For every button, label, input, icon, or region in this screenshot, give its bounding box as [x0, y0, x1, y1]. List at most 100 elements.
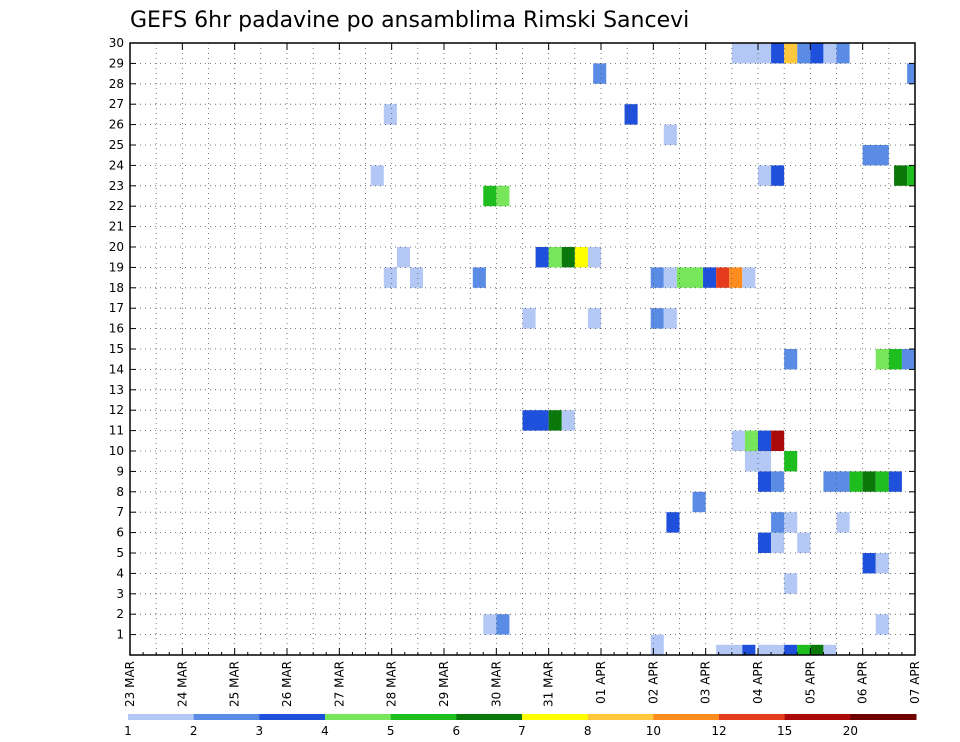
precip-cell [548, 247, 562, 268]
precip-cell [587, 247, 601, 268]
y-tick-label: 8 [116, 485, 124, 499]
precip-cell [797, 43, 811, 64]
precip-cell [742, 644, 756, 655]
precip-cell [496, 614, 510, 635]
precip-cell [901, 349, 915, 370]
colorbar-label: 15 [777, 724, 792, 738]
x-tick-label: 30 MAR [489, 661, 503, 707]
colorbar-segment [325, 714, 392, 720]
precip-cell [771, 471, 785, 492]
y-tick-label: 22 [109, 199, 124, 213]
precip-cell [784, 43, 798, 64]
precip-cell [692, 491, 706, 513]
x-tick-label: 26 MAR [280, 661, 294, 707]
precip-cell [784, 644, 798, 655]
precip-cell [771, 512, 785, 533]
colorbar-segment [390, 714, 457, 720]
precip-cell [676, 267, 704, 288]
precip-cell [758, 532, 772, 553]
y-tick-label: 2 [116, 607, 124, 621]
y-tick-label: 5 [116, 546, 124, 560]
y-tick-label: 24 [109, 158, 124, 172]
y-tick-label: 25 [109, 138, 124, 152]
precip-cell [744, 430, 758, 451]
precip-cell [666, 512, 680, 533]
colorbar-label: 12 [711, 724, 726, 738]
x-tick-label: 27 MAR [332, 661, 346, 707]
x-tick-label: 05 APR [803, 661, 817, 704]
precip-cell [771, 165, 785, 186]
precip-cell [810, 644, 824, 655]
precip-cell [574, 247, 588, 268]
y-tick-label: 6 [116, 526, 124, 540]
x-tick-label: 29 MAR [437, 661, 451, 707]
colorbar: 1 2 3 4 5 6 7 8 10 12 15 20 [124, 714, 917, 738]
precip-cell [810, 43, 824, 64]
colorbar-segment [259, 714, 326, 720]
x-tick-label: 31 MAR [542, 661, 556, 707]
y-tick-label: 11 [109, 424, 124, 438]
x-tick-label: 28 MAR [385, 661, 399, 707]
y-tick-label: 10 [109, 444, 124, 458]
precip-cell [784, 512, 798, 533]
colorbar-segment [193, 714, 260, 720]
x-tick-label: 25 MAR [228, 661, 242, 707]
colorbar-segment [850, 714, 917, 720]
y-tick-label: 16 [109, 322, 124, 336]
colorbar-segment [719, 714, 786, 720]
precip-cell [663, 308, 677, 329]
colorbar-label: 20 [843, 724, 858, 738]
y-axis: 1234567891011121314151617181920212223242… [109, 36, 915, 642]
precip-cell [548, 410, 562, 431]
y-tick-label: 18 [109, 281, 124, 295]
x-tick-label: 04 APR [751, 661, 765, 704]
colorbar-label: 3 [256, 724, 264, 738]
precip-cell [849, 471, 863, 492]
precip-cell [396, 247, 410, 268]
y-tick-label: 1 [116, 628, 124, 642]
precip-cell [383, 104, 397, 125]
x-tick-label: 01 APR [594, 661, 608, 704]
precip-cell [663, 267, 677, 288]
colorbar-segment [784, 714, 851, 720]
precip-cell [716, 267, 730, 288]
precip-cell [784, 451, 798, 472]
colorbar-segment [128, 714, 195, 720]
precip-cell [650, 634, 664, 655]
y-tick-label: 14 [109, 362, 124, 376]
colorbar-label: 4 [321, 724, 329, 738]
precip-cell [875, 553, 889, 574]
x-tick-label: 07 APR [908, 661, 922, 704]
colorbar-segment [653, 714, 720, 720]
precip-cell [875, 614, 889, 635]
precip-cell [862, 145, 889, 166]
precip-cell [522, 410, 549, 431]
x-tick-label: 02 APR [646, 661, 660, 704]
precip-cell [875, 349, 889, 370]
precip-cell [823, 644, 837, 655]
precip-cell [758, 165, 772, 186]
colorbar-segment [522, 714, 589, 720]
precip-cell [716, 644, 743, 655]
cells-layer [370, 43, 915, 655]
y-tick-label: 29 [109, 56, 124, 70]
precip-cell [888, 471, 902, 492]
y-tick-label: 12 [109, 403, 124, 417]
precip-cell [862, 471, 876, 492]
precip-cell [587, 308, 601, 329]
precip-cell [758, 430, 772, 451]
precip-cell [888, 349, 902, 370]
x-tick-label: 24 MAR [175, 661, 189, 707]
precip-cell [703, 267, 717, 288]
precip-cell [650, 308, 664, 329]
precip-cell [650, 267, 664, 288]
precip-cell [742, 267, 756, 288]
precip-cell [561, 247, 575, 268]
precip-cell [797, 532, 811, 553]
y-tick-label: 27 [109, 97, 124, 111]
x-tick-label: 06 APR [856, 661, 870, 704]
precip-cell [758, 471, 772, 492]
y-tick-label: 20 [109, 240, 124, 254]
precip-cell [836, 43, 850, 64]
